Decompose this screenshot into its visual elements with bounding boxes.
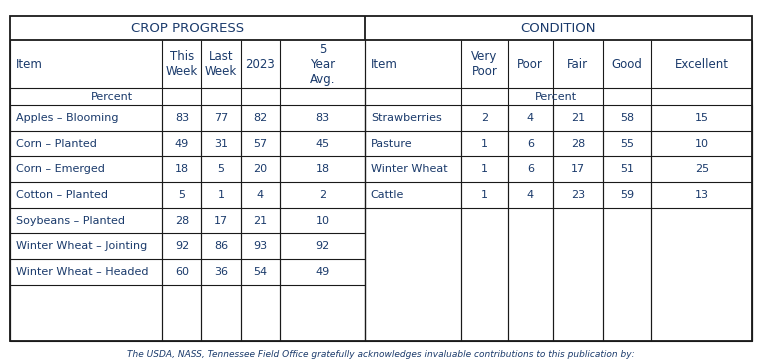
Text: 36: 36 <box>214 267 228 277</box>
Text: Cotton – Planted: Cotton – Planted <box>16 190 108 200</box>
Text: Percent: Percent <box>534 91 577 102</box>
Bar <box>10 16 752 341</box>
Text: Strawberries: Strawberries <box>371 113 441 123</box>
Text: 54: 54 <box>253 267 267 277</box>
Text: 28: 28 <box>571 139 585 148</box>
Text: 18: 18 <box>315 164 329 174</box>
Text: 2023: 2023 <box>245 58 275 70</box>
Text: Soybeans – Planted: Soybeans – Planted <box>16 216 125 225</box>
Text: 21: 21 <box>253 216 267 225</box>
Text: 1: 1 <box>217 190 225 200</box>
Text: 93: 93 <box>253 241 267 251</box>
Text: Percent: Percent <box>91 91 133 102</box>
Text: This
Week: This Week <box>166 50 198 78</box>
Text: 49: 49 <box>315 267 330 277</box>
Text: 2: 2 <box>319 190 326 200</box>
Text: 60: 60 <box>175 267 189 277</box>
Text: 51: 51 <box>620 164 634 174</box>
Text: Fair: Fair <box>567 58 588 70</box>
Text: 55: 55 <box>620 139 634 148</box>
Text: 4: 4 <box>527 113 534 123</box>
Text: 59: 59 <box>620 190 634 200</box>
Text: 31: 31 <box>214 139 228 148</box>
Text: 2: 2 <box>481 113 488 123</box>
Text: 86: 86 <box>214 241 228 251</box>
Text: 58: 58 <box>620 113 634 123</box>
Text: 18: 18 <box>175 164 189 174</box>
Text: 15: 15 <box>695 113 709 123</box>
Text: 6: 6 <box>527 139 534 148</box>
Text: 45: 45 <box>315 139 329 148</box>
Text: 13: 13 <box>695 190 709 200</box>
Text: 92: 92 <box>174 241 189 251</box>
Text: Winter Wheat: Winter Wheat <box>371 164 447 174</box>
Text: Cattle: Cattle <box>371 190 404 200</box>
Text: Excellent: Excellent <box>674 58 728 70</box>
Text: Poor: Poor <box>517 58 543 70</box>
Text: 4: 4 <box>257 190 264 200</box>
Text: 1: 1 <box>481 139 488 148</box>
Text: Item: Item <box>371 58 398 70</box>
Text: Winter Wheat – Jointing: Winter Wheat – Jointing <box>16 241 147 251</box>
Text: 5: 5 <box>217 164 225 174</box>
Text: The USDA, NASS, Tennessee Field Office gratefully acknowledges invaluable contri: The USDA, NASS, Tennessee Field Office g… <box>127 350 635 359</box>
Text: 17: 17 <box>214 216 228 225</box>
Text: Pasture: Pasture <box>371 139 412 148</box>
Text: 92: 92 <box>315 241 330 251</box>
Text: Corn – Emerged: Corn – Emerged <box>16 164 105 174</box>
Text: 57: 57 <box>253 139 267 148</box>
Text: 49: 49 <box>174 139 189 148</box>
Text: 20: 20 <box>253 164 267 174</box>
Text: 21: 21 <box>571 113 584 123</box>
Text: 77: 77 <box>214 113 228 123</box>
Text: Last
Week: Last Week <box>205 50 237 78</box>
Text: 6: 6 <box>527 164 534 174</box>
Text: 1: 1 <box>481 164 488 174</box>
Text: 17: 17 <box>571 164 584 174</box>
Text: 23: 23 <box>571 190 584 200</box>
Text: 10: 10 <box>695 139 709 148</box>
Text: 83: 83 <box>315 113 329 123</box>
Text: 5: 5 <box>178 190 185 200</box>
Text: Good: Good <box>612 58 642 70</box>
Text: Corn – Planted: Corn – Planted <box>16 139 97 148</box>
Text: 4: 4 <box>527 190 534 200</box>
Text: Item: Item <box>16 58 43 70</box>
Text: 25: 25 <box>695 164 709 174</box>
Text: 5
Year
Avg.: 5 Year Avg. <box>309 42 335 86</box>
Text: 83: 83 <box>175 113 189 123</box>
Text: Apples – Blooming: Apples – Blooming <box>16 113 119 123</box>
Text: Very
Poor: Very Poor <box>471 50 498 78</box>
Text: Winter Wheat – Headed: Winter Wheat – Headed <box>16 267 149 277</box>
Text: 1: 1 <box>481 190 488 200</box>
Text: CROP PROGRESS: CROP PROGRESS <box>131 22 244 35</box>
Text: 82: 82 <box>253 113 267 123</box>
Text: 10: 10 <box>315 216 329 225</box>
Text: 28: 28 <box>174 216 189 225</box>
Text: CONDITION: CONDITION <box>520 22 596 35</box>
